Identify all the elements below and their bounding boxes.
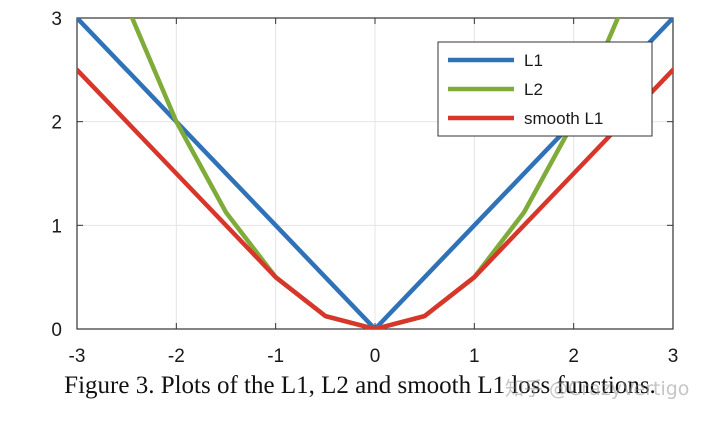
- series-line-l2: [129, 18, 621, 329]
- y-tick-label: 0: [51, 320, 62, 341]
- legend: L1 L2 smooth L1: [437, 41, 653, 137]
- x-tick-label: 0: [370, 346, 381, 367]
- watermark: 知乎 @CrazyVertigo: [505, 378, 690, 400]
- x-tick-label: -1: [267, 346, 284, 367]
- series-line-smooth-l1: [77, 67, 673, 329]
- tick-labels: -3 -2 -1 0 1 2 3 0 1 2 3: [51, 9, 678, 367]
- legend-label-l1: L1: [524, 51, 543, 70]
- legend-label-smooth-l1: smooth L1: [524, 109, 603, 128]
- y-tick-label: 3: [51, 9, 62, 30]
- x-tick-label: -2: [168, 346, 185, 367]
- y-tick-label: 2: [51, 113, 62, 134]
- x-tick-label: -3: [69, 346, 86, 367]
- x-tick-label: 2: [568, 346, 579, 367]
- legend-label-l2: L2: [524, 80, 543, 99]
- x-tick-label: 3: [668, 346, 679, 367]
- figure-caption: Figure 3. Plots of the L1, L2 and smooth…: [64, 372, 656, 399]
- x-tick-label: 1: [469, 346, 480, 367]
- chart-plot: -3 -2 -1 0 1 2 3 0 1 2 3 L1 L2 smooth L1: [51, 9, 678, 367]
- y-tick-label: 1: [51, 216, 62, 237]
